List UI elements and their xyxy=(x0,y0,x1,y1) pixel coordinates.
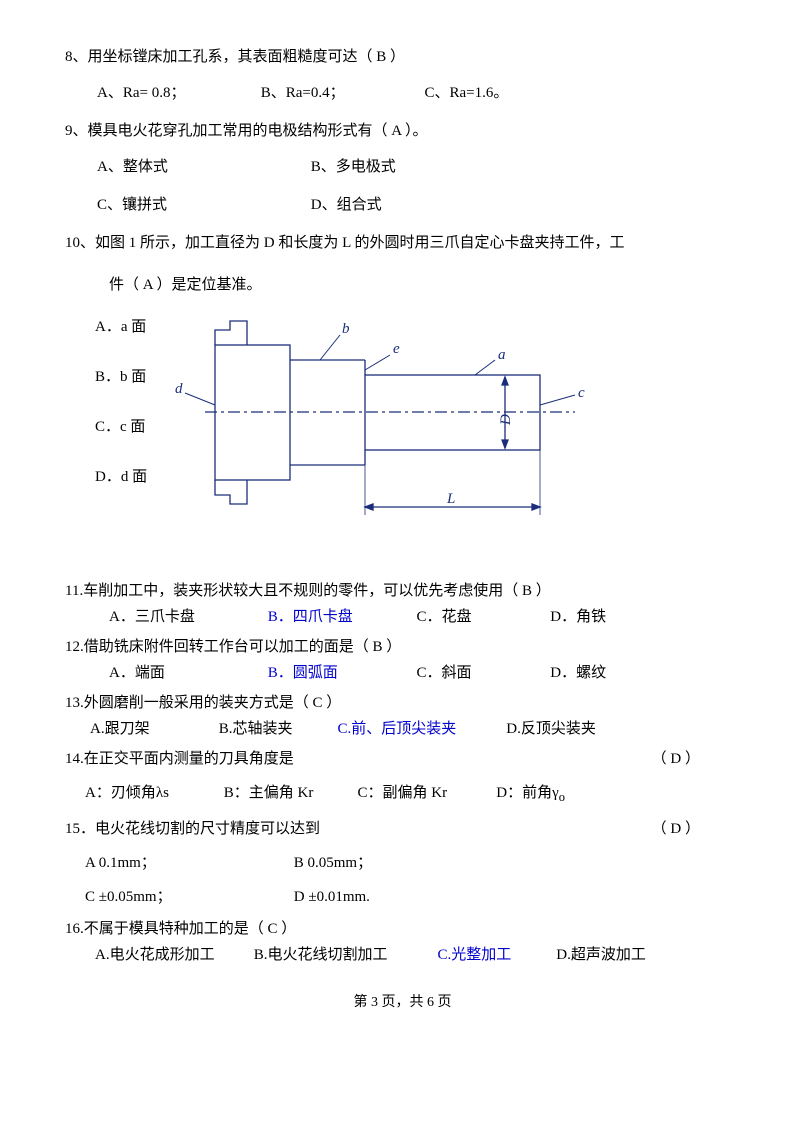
q9-opt-a: A、整体式 xyxy=(97,155,307,179)
question-10: 10、如图 1 所示，加工直径为 D 和长度为 L 的外圆时用三爪自定心卡盘夹持… xyxy=(65,231,740,553)
q14-options: A：刃倾角λs B：主偏角 Kr C：副偏角 Kr D：前角γo xyxy=(65,781,740,807)
q10-opt-b: B．b 面 xyxy=(65,365,175,389)
fig-label-e: e xyxy=(393,341,400,357)
q16-a: A.电火花成形加工 xyxy=(95,943,250,967)
q11-c: C．花盘 xyxy=(417,605,547,629)
fig-label-c: c xyxy=(578,385,585,401)
q10-figure-options: A．a 面 B．b 面 C．c 面 D．d 面 xyxy=(65,315,175,515)
question-16: 16.不属于模具特种加工的是（ C ） A.电火花成形加工 B.电火花线切割加工… xyxy=(65,917,740,967)
q14-stem-r: （ D ） xyxy=(652,747,700,771)
q16-b: B.电火花线切割加工 xyxy=(254,943,434,967)
q14-a: A：刃倾角λs xyxy=(85,781,220,805)
q13-b: B.芯轴装夹 xyxy=(219,717,334,741)
q16-options: A.电火花成形加工 B.电火花线切割加工 C.光整加工 D.超声波加工 xyxy=(65,943,740,967)
fig-label-a: a xyxy=(498,347,506,363)
q15-stem-r: （ D ） xyxy=(652,817,700,841)
q16-c: C.光整加工 xyxy=(438,943,553,967)
q9-stem: 9、模具电火花穿孔加工常用的电极结构形式有（ A ）。 xyxy=(65,119,740,143)
q10-figure-area: A．a 面 B．b 面 C．c 面 D．d 面 xyxy=(65,315,740,553)
q12-b: B．圆弧面 xyxy=(268,661,413,685)
q10-figure: b e a c d D L xyxy=(175,315,740,553)
q12-d: D．螺纹 xyxy=(550,661,606,685)
q10-opt-c: C．c 面 xyxy=(65,415,175,439)
q9-row2: C、镶拼式 D、组合式 xyxy=(65,193,740,217)
q9-opt-b: B、多电极式 xyxy=(311,155,396,179)
q10-opt-d: D．d 面 xyxy=(65,465,175,489)
fig-label-L: L xyxy=(446,491,455,507)
q13-d: D.反顶尖装夹 xyxy=(506,717,596,741)
q16-stem: 16.不属于模具特种加工的是（ C ） xyxy=(65,917,740,941)
q10-opt-a: A．a 面 xyxy=(65,315,175,339)
q14-c: C：副偏角 Kr xyxy=(358,781,493,805)
q8-options: A、Ra= 0.8； B、Ra=0.4； C、Ra=1.6。 xyxy=(65,81,740,105)
q8-opt-a: A、Ra= 0.8； xyxy=(97,81,257,105)
q13-c: C.前、后顶尖装夹 xyxy=(338,717,503,741)
q12-a: A．端面 xyxy=(109,661,264,685)
q11-b: B．四爪卡盘 xyxy=(268,605,413,629)
q13-options: A.跟刀架 B.芯轴装夹 C.前、后顶尖装夹 D.反顶尖装夹 xyxy=(65,717,740,741)
q15-row2: C ±0.05mm； D ±0.01mm. xyxy=(65,885,740,909)
q10-stem2: 件（ A ）是定位基准。 xyxy=(65,273,740,297)
q16-d: D.超声波加工 xyxy=(556,943,646,967)
q15-a: A 0.1mm； xyxy=(85,851,290,875)
fig-label-d: d xyxy=(175,381,183,397)
page-footer: 第 3 页，共 6 页 xyxy=(65,992,740,1014)
q11-stem: 11.车削加工中，装夹形状较大且不规则的零件，可以优先考虑使用（ B ） xyxy=(65,579,740,603)
fig-label-D: D xyxy=(498,414,514,426)
q11-d: D．角铁 xyxy=(550,605,606,629)
fig-label-b: b xyxy=(342,321,350,337)
q8-opt-b: B、Ra=0.4； xyxy=(261,81,421,105)
q15-b: B 0.05mm； xyxy=(294,851,372,875)
q9-opt-d: D、组合式 xyxy=(311,193,382,217)
question-14: 14.在正交平面内测量的刀具角度是 （ D ） A：刃倾角λs B：主偏角 Kr… xyxy=(65,747,740,807)
q11-a: A．三爪卡盘 xyxy=(109,605,264,629)
q12-stem: 12.借助铣床附件回转工作台可以加工的面是（ B ） xyxy=(65,635,740,659)
q13-a: A.跟刀架 xyxy=(90,717,215,741)
q12-options: A．端面 B．圆弧面 C．斜面 D．螺纹 xyxy=(65,661,740,685)
question-8: 8、用坐标镗床加工孔系，其表面粗糙度可达（ B ） A、Ra= 0.8； B、R… xyxy=(65,45,740,105)
q15-row1: A 0.1mm； B 0.05mm； xyxy=(65,851,740,875)
q15-c: C ±0.05mm； xyxy=(85,885,290,909)
q15-d: D ±0.01mm. xyxy=(294,885,370,909)
question-11: 11.车削加工中，装夹形状较大且不规则的零件，可以优先考虑使用（ B ） A．三… xyxy=(65,579,740,629)
q8-stem: 8、用坐标镗床加工孔系，其表面粗糙度可达（ B ） xyxy=(65,45,740,69)
q14-b: B：主偏角 Kr xyxy=(224,781,354,805)
q14-d: D：前角γo xyxy=(496,781,565,807)
q9-opt-c: C、镶拼式 xyxy=(97,193,307,217)
q12-c: C．斜面 xyxy=(417,661,547,685)
question-9: 9、模具电火花穿孔加工常用的电极结构形式有（ A ）。 A、整体式 B、多电极式… xyxy=(65,119,740,217)
q9-row1: A、整体式 B、多电极式 xyxy=(65,155,740,179)
q11-options: A．三爪卡盘 B．四爪卡盘 C．花盘 D．角铁 xyxy=(65,605,740,629)
q13-stem: 13.外圆磨削一般采用的装夹方式是（ C ） xyxy=(65,691,740,715)
q10-stem: 10、如图 1 所示，加工直径为 D 和长度为 L 的外圆时用三爪自定心卡盘夹持… xyxy=(65,231,740,255)
question-15: 15．电火花线切割的尺寸精度可以达到 （ D ） A 0.1mm； B 0.05… xyxy=(65,817,740,909)
q8-opt-c: C、Ra=1.6。 xyxy=(425,81,509,105)
question-13: 13.外圆磨削一般采用的装夹方式是（ C ） A.跟刀架 B.芯轴装夹 C.前、… xyxy=(65,691,740,741)
chuck-workpiece-diagram: b e a c d D L xyxy=(175,315,605,545)
question-12: 12.借助铣床附件回转工作台可以加工的面是（ B ） A．端面 B．圆弧面 C．… xyxy=(65,635,740,685)
q15-stem-l: 15．电火花线切割的尺寸精度可以达到 xyxy=(65,817,320,841)
q14-stem-l: 14.在正交平面内测量的刀具角度是 xyxy=(65,747,294,771)
